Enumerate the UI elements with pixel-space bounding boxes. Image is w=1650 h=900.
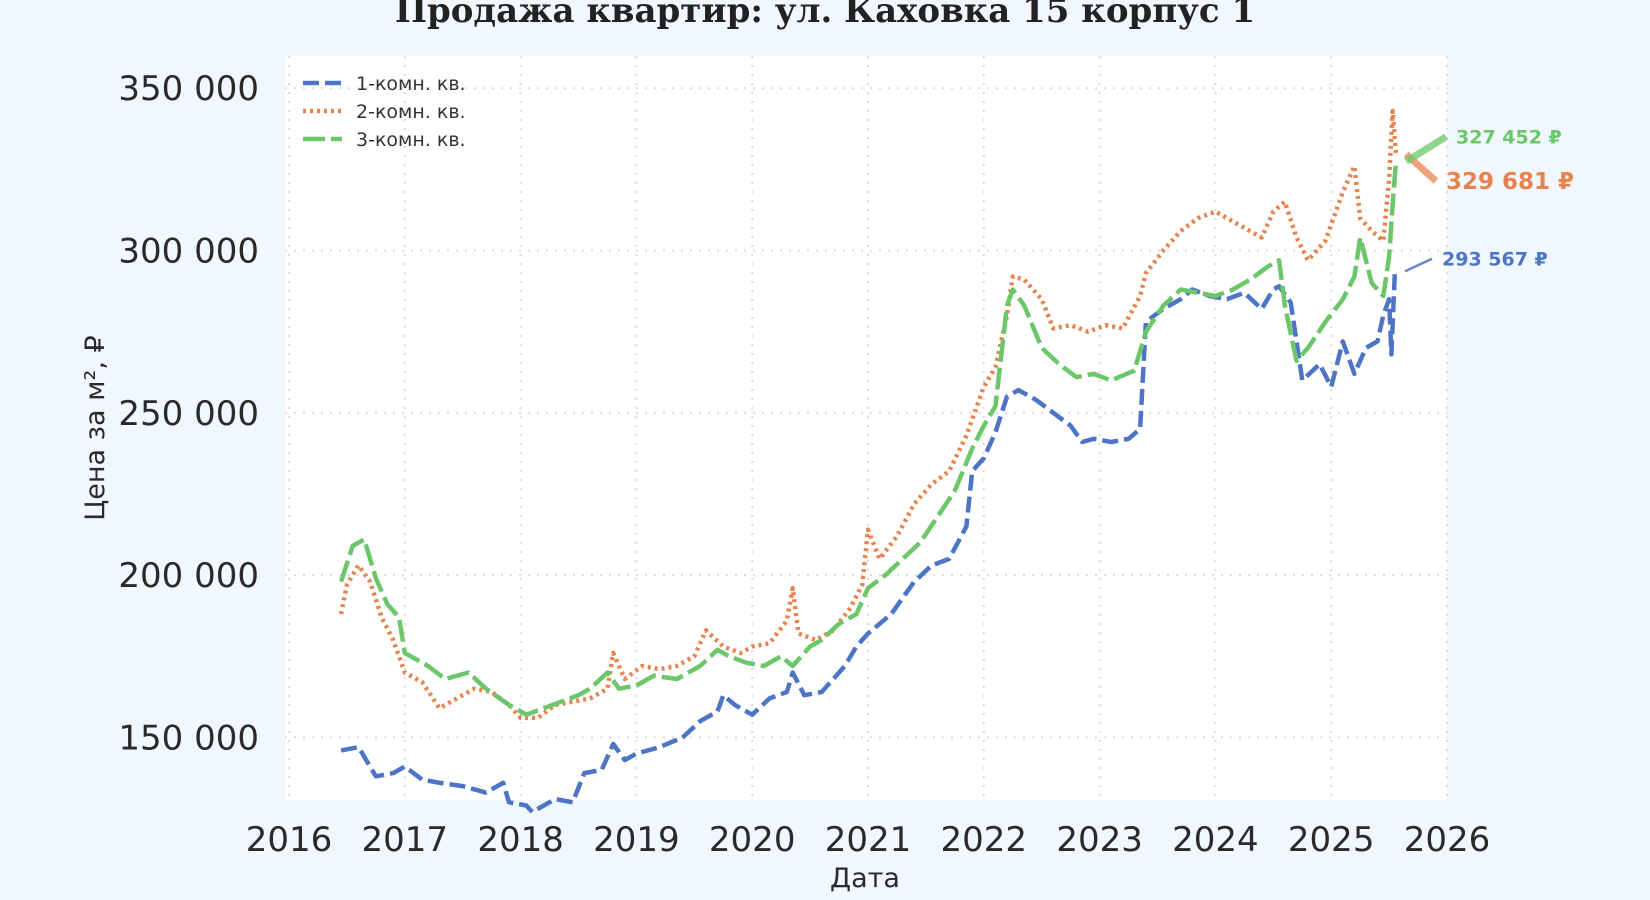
y-tick-label: 300 000	[118, 232, 259, 272]
x-tick-label: 2020	[709, 820, 796, 860]
x-tick-label: 2018	[477, 820, 564, 860]
x-tick-label: 2016	[246, 820, 333, 860]
y-tick-label: 200 000	[118, 556, 259, 596]
x-tick-label: 2019	[593, 820, 680, 860]
x-tick-label: 2026	[1404, 820, 1491, 860]
legend-label: 1-комн. кв.	[356, 73, 466, 95]
legend-label: 3-комн. кв.	[356, 129, 466, 151]
end-arrow	[1404, 257, 1433, 273]
y-tick-label: 350 000	[118, 69, 259, 109]
end-arrow	[1404, 133, 1448, 165]
x-tick-label: 2021	[825, 820, 912, 860]
y-tick-label: 150 000	[118, 718, 259, 758]
plot-area	[285, 56, 1447, 800]
x-tick-label: 2024	[1172, 820, 1259, 860]
x-tick-label: 2017	[362, 820, 449, 860]
x-tick-label: 2022	[941, 820, 1028, 860]
series-line-1	[340, 271, 1398, 815]
end-annotations: 293 567 ₽ 329 681 ₽ 327 452 ₽	[1403, 126, 1574, 273]
series-lines	[338, 108, 1399, 815]
y-tick-label: 250 000	[118, 394, 259, 434]
legend: 1-комн. кв. 2-комн. кв. 3-комн. кв.	[303, 73, 466, 151]
x-tick-label: 2023	[1056, 820, 1143, 860]
x-axis-ticks: 2016 2017 2018 2019 2020 2021 2022 2023 2024 2025…	[246, 820, 1491, 860]
series-line-3	[338, 161, 1399, 717]
end-value-label: 327 452 ₽	[1456, 126, 1562, 148]
y-axis-label: Цена за м², ₽	[80, 335, 111, 520]
x-tick-label: 2025	[1288, 820, 1375, 860]
x-axis-label: Дата	[830, 863, 900, 894]
end-value-label: 293 567 ₽	[1442, 248, 1548, 270]
end-value-label: 329 681 ₽	[1446, 169, 1574, 195]
chart-title: Продажа квартир: ул. Каховка 15 корпус 1	[395, 0, 1255, 31]
y-axis-ticks: 150 000 200 000 250 000 300 000 350 000	[118, 69, 259, 758]
legend-label: 2-комн. кв.	[356, 101, 466, 123]
